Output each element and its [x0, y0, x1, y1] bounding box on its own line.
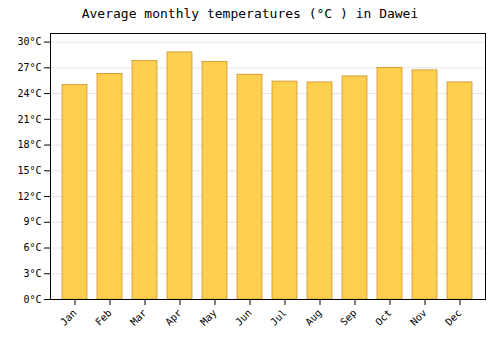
svg-text:24°C: 24°C [17, 88, 41, 99]
svg-text:Nov: Nov [408, 307, 429, 328]
svg-text:May: May [198, 307, 219, 328]
svg-text:Jun: Jun [233, 307, 254, 328]
svg-text:18°C: 18°C [17, 139, 41, 150]
svg-text:15°C: 15°C [17, 165, 41, 176]
svg-text:21°C: 21°C [17, 114, 41, 125]
svg-text:12°C: 12°C [17, 191, 41, 202]
svg-text:9°C: 9°C [23, 216, 41, 227]
svg-text:30°C: 30°C [17, 36, 41, 47]
svg-text:6°C: 6°C [23, 242, 41, 253]
svg-text:Dec: Dec [443, 307, 464, 328]
svg-text:Aug: Aug [303, 307, 324, 328]
html-text:Average monthly temperatures (: Average monthly temperatures (°C ) in Da… [81, 6, 419, 21]
svg-text:Mar: Mar [128, 307, 149, 328]
svg-text:Jan: Jan [58, 307, 79, 328]
svg-text:Oct: Oct [373, 307, 394, 328]
svg-text:Apr: Apr [163, 307, 184, 328]
svg-text:Sep: Sep [338, 307, 359, 328]
svg-text:Jul: Jul [268, 307, 289, 328]
svg-text:3°C: 3°C [23, 268, 41, 279]
svg-text:27°C: 27°C [17, 62, 41, 73]
svg-text:0°C: 0°C [23, 294, 41, 305]
svg-text:Feb: Feb [93, 307, 114, 328]
